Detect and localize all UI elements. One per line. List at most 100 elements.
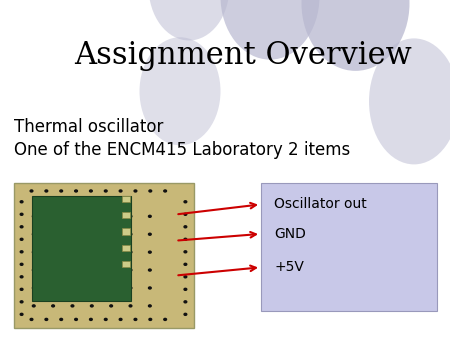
Circle shape — [30, 190, 33, 192]
Bar — [32, 196, 130, 301]
Text: Assignment Overview: Assignment Overview — [74, 40, 412, 71]
Circle shape — [71, 215, 74, 217]
Circle shape — [184, 251, 187, 253]
Circle shape — [90, 287, 93, 289]
Circle shape — [45, 318, 48, 320]
Circle shape — [90, 251, 93, 253]
Circle shape — [90, 318, 92, 320]
Circle shape — [52, 215, 54, 217]
Circle shape — [52, 305, 54, 307]
Bar — [261, 183, 436, 311]
Circle shape — [148, 233, 151, 235]
Circle shape — [60, 318, 63, 320]
Circle shape — [90, 233, 93, 235]
Circle shape — [110, 233, 112, 235]
Circle shape — [52, 287, 54, 289]
Text: GND: GND — [274, 227, 306, 241]
Circle shape — [90, 269, 93, 271]
Circle shape — [184, 276, 187, 278]
Bar — [14, 183, 194, 328]
Circle shape — [129, 287, 132, 289]
Ellipse shape — [148, 0, 230, 41]
Circle shape — [75, 318, 77, 320]
Circle shape — [129, 233, 132, 235]
Circle shape — [32, 215, 35, 217]
Circle shape — [149, 190, 152, 192]
Bar — [122, 245, 130, 251]
Circle shape — [75, 190, 77, 192]
Circle shape — [71, 269, 74, 271]
Circle shape — [148, 287, 151, 289]
Circle shape — [164, 190, 166, 192]
Circle shape — [20, 263, 23, 265]
Circle shape — [60, 190, 63, 192]
Bar — [122, 228, 130, 235]
Circle shape — [148, 251, 151, 253]
Circle shape — [129, 269, 132, 271]
Circle shape — [20, 201, 23, 203]
Circle shape — [110, 305, 112, 307]
Ellipse shape — [302, 0, 410, 71]
Circle shape — [148, 269, 151, 271]
Circle shape — [164, 318, 166, 320]
Circle shape — [184, 288, 187, 290]
Circle shape — [90, 190, 92, 192]
Text: +5V: +5V — [274, 260, 304, 274]
Circle shape — [110, 251, 112, 253]
Circle shape — [90, 305, 93, 307]
Circle shape — [52, 269, 54, 271]
Circle shape — [32, 251, 35, 253]
Circle shape — [184, 313, 187, 315]
Circle shape — [71, 305, 74, 307]
Circle shape — [32, 269, 35, 271]
Circle shape — [71, 251, 74, 253]
Circle shape — [129, 251, 132, 253]
Circle shape — [20, 213, 23, 215]
Circle shape — [32, 287, 35, 289]
Circle shape — [148, 215, 151, 217]
Circle shape — [52, 251, 54, 253]
Circle shape — [30, 318, 33, 320]
Circle shape — [110, 215, 112, 217]
Circle shape — [104, 190, 107, 192]
Circle shape — [110, 287, 112, 289]
Text: Oscillator out: Oscillator out — [274, 197, 367, 211]
Circle shape — [32, 305, 35, 307]
Text: One of the ENCM415 Laboratory 2 items: One of the ENCM415 Laboratory 2 items — [14, 141, 350, 160]
Circle shape — [184, 263, 187, 265]
Circle shape — [184, 238, 187, 240]
Circle shape — [129, 305, 132, 307]
Circle shape — [32, 233, 35, 235]
Circle shape — [52, 233, 54, 235]
Ellipse shape — [220, 0, 320, 59]
Circle shape — [129, 215, 132, 217]
Circle shape — [20, 301, 23, 303]
Circle shape — [148, 305, 151, 307]
Circle shape — [20, 276, 23, 278]
Circle shape — [134, 190, 137, 192]
Ellipse shape — [140, 37, 220, 145]
Circle shape — [104, 318, 107, 320]
Circle shape — [134, 318, 137, 320]
Bar — [122, 196, 130, 202]
Bar — [122, 212, 130, 218]
Circle shape — [20, 288, 23, 290]
Circle shape — [184, 201, 187, 203]
Circle shape — [20, 226, 23, 228]
Circle shape — [90, 215, 93, 217]
Circle shape — [20, 238, 23, 240]
Circle shape — [184, 226, 187, 228]
Circle shape — [71, 233, 74, 235]
Circle shape — [149, 318, 152, 320]
Circle shape — [20, 313, 23, 315]
Circle shape — [20, 251, 23, 253]
Circle shape — [119, 190, 122, 192]
Text: Thermal oscillator: Thermal oscillator — [14, 118, 163, 136]
Ellipse shape — [369, 39, 450, 164]
Circle shape — [71, 287, 74, 289]
Circle shape — [119, 318, 122, 320]
Circle shape — [110, 269, 112, 271]
Circle shape — [184, 301, 187, 303]
Circle shape — [45, 190, 48, 192]
Bar — [122, 261, 130, 267]
